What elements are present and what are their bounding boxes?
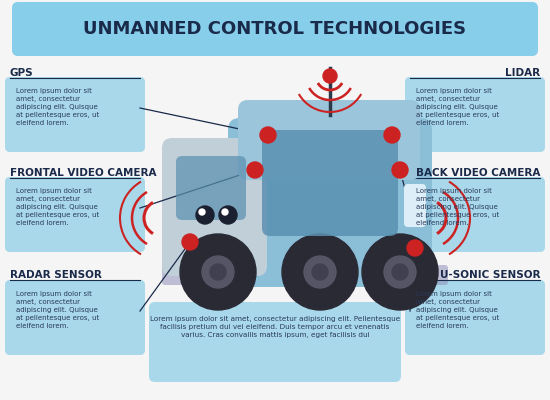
Circle shape bbox=[384, 127, 400, 143]
Text: LIDAR: LIDAR bbox=[505, 68, 540, 78]
Text: GPS: GPS bbox=[10, 68, 34, 78]
Text: Lorem ipsum dolor sit amet, consectetur adipiscing elit. Pellentesque
facilisis : Lorem ipsum dolor sit amet, consectetur … bbox=[150, 316, 400, 338]
FancyBboxPatch shape bbox=[5, 77, 145, 152]
Circle shape bbox=[219, 206, 237, 224]
FancyBboxPatch shape bbox=[262, 130, 398, 236]
FancyBboxPatch shape bbox=[5, 177, 145, 252]
Circle shape bbox=[392, 264, 408, 280]
Circle shape bbox=[196, 206, 214, 224]
Circle shape bbox=[282, 234, 358, 310]
FancyBboxPatch shape bbox=[176, 156, 246, 220]
FancyBboxPatch shape bbox=[162, 138, 267, 276]
Text: Lorem ipsum dolor sit
amet, consectetur
adipiscing elit. Quisque
at pellentesque: Lorem ipsum dolor sit amet, consectetur … bbox=[16, 291, 99, 329]
Text: Lorem ipsum dolor sit
amet, consectetur
adipiscing elit. Quisque
at pellentesque: Lorem ipsum dolor sit amet, consectetur … bbox=[16, 88, 99, 126]
Circle shape bbox=[392, 162, 408, 178]
Text: RADAR SENSOR: RADAR SENSOR bbox=[10, 270, 102, 280]
Text: Lorem ipsum dolor sit
amet, consectetur
adipiscing elit. Quisque
at pellentesque: Lorem ipsum dolor sit amet, consectetur … bbox=[416, 291, 499, 329]
Text: Lorem ipsum dolor sit
amet, consectetur
adipiscing elit. Quisque
at pellentesque: Lorem ipsum dolor sit amet, consectetur … bbox=[416, 88, 499, 126]
Circle shape bbox=[323, 69, 337, 83]
Circle shape bbox=[182, 234, 198, 250]
FancyBboxPatch shape bbox=[405, 177, 545, 252]
Text: Lorem ipsum dolor sit
amet, consectetur
adipiscing elit. Quisque
at pellentesque: Lorem ipsum dolor sit amet, consectetur … bbox=[16, 188, 99, 226]
Circle shape bbox=[247, 162, 263, 178]
FancyBboxPatch shape bbox=[228, 118, 432, 287]
Circle shape bbox=[384, 256, 416, 288]
Circle shape bbox=[407, 240, 423, 256]
Circle shape bbox=[362, 234, 438, 310]
Circle shape bbox=[222, 209, 228, 215]
Circle shape bbox=[210, 264, 226, 280]
Text: FRONTAL VIDEO CAMERA: FRONTAL VIDEO CAMERA bbox=[10, 168, 157, 178]
Circle shape bbox=[312, 264, 328, 280]
Circle shape bbox=[199, 209, 205, 215]
FancyBboxPatch shape bbox=[405, 280, 545, 355]
FancyBboxPatch shape bbox=[162, 265, 448, 285]
Text: U-SONIC SENSOR: U-SONIC SENSOR bbox=[439, 270, 540, 280]
FancyBboxPatch shape bbox=[5, 280, 145, 355]
Text: UNMANNED CONTROL TECHNOLOGIES: UNMANNED CONTROL TECHNOLOGIES bbox=[84, 20, 466, 38]
FancyBboxPatch shape bbox=[404, 184, 426, 227]
Circle shape bbox=[180, 234, 256, 310]
Circle shape bbox=[202, 256, 234, 288]
FancyBboxPatch shape bbox=[149, 302, 401, 382]
FancyBboxPatch shape bbox=[405, 77, 545, 152]
FancyBboxPatch shape bbox=[12, 2, 538, 56]
Text: Lorem ipsum dolor sit
amet, consectetur
adipiscing elit. Quisque
at pellentesque: Lorem ipsum dolor sit amet, consectetur … bbox=[416, 188, 499, 226]
FancyBboxPatch shape bbox=[238, 100, 420, 180]
Circle shape bbox=[260, 127, 276, 143]
Circle shape bbox=[304, 256, 336, 288]
Text: BACK VIDEO CAMERA: BACK VIDEO CAMERA bbox=[416, 168, 540, 178]
